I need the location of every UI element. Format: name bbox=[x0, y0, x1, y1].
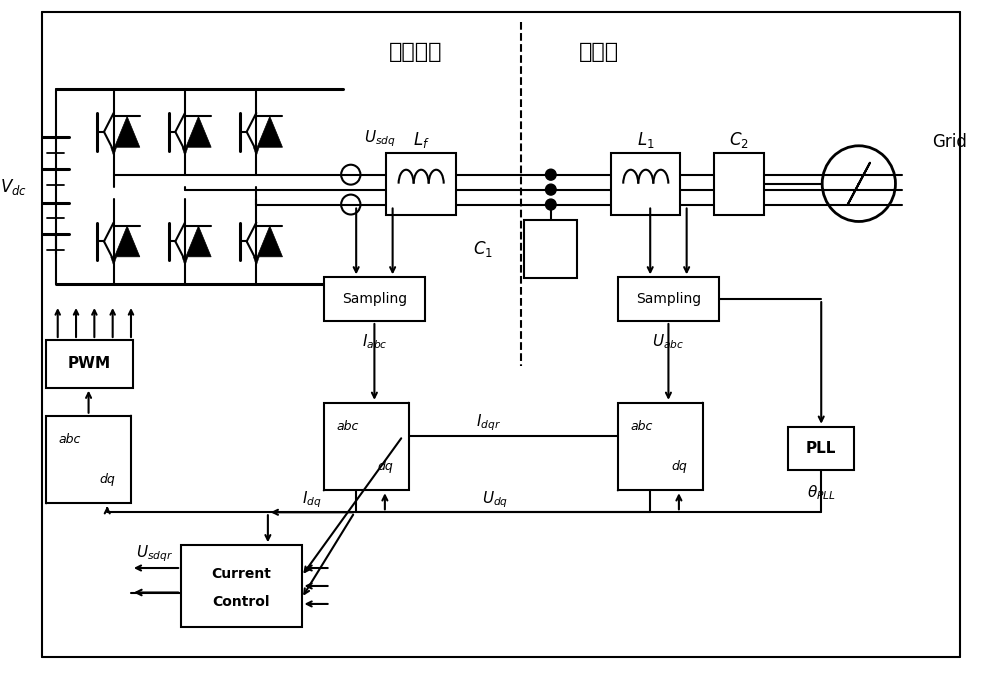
Text: 逆变器侧: 逆变器侧 bbox=[389, 42, 442, 62]
Bar bbox=[324, 277, 425, 321]
Text: dq: dq bbox=[671, 460, 687, 473]
Bar bbox=[611, 153, 680, 214]
Polygon shape bbox=[114, 116, 140, 147]
Text: $L_{f}$: $L_{f}$ bbox=[413, 130, 430, 150]
Text: dq: dq bbox=[99, 473, 115, 486]
Text: Sampling: Sampling bbox=[636, 292, 701, 306]
Text: $U_{dq}$: $U_{dq}$ bbox=[482, 489, 508, 510]
Text: abc: abc bbox=[630, 420, 653, 433]
Polygon shape bbox=[186, 226, 211, 257]
Circle shape bbox=[546, 199, 556, 210]
Polygon shape bbox=[111, 257, 117, 266]
Text: dq: dq bbox=[377, 460, 393, 473]
Polygon shape bbox=[257, 116, 282, 147]
Polygon shape bbox=[182, 257, 188, 266]
Text: $U_{sdqr}$: $U_{sdqr}$ bbox=[136, 544, 173, 564]
Text: $L_{1}$: $L_{1}$ bbox=[637, 130, 655, 150]
Text: $C_{2}$: $C_{2}$ bbox=[729, 130, 749, 150]
Text: $U_{abc}$: $U_{abc}$ bbox=[652, 333, 685, 352]
Bar bbox=[618, 277, 719, 321]
Text: abc: abc bbox=[59, 433, 81, 446]
Text: $I_{dq}$: $I_{dq}$ bbox=[302, 489, 322, 510]
Polygon shape bbox=[253, 147, 259, 156]
Text: $C_{1}$: $C_{1}$ bbox=[473, 239, 493, 260]
Polygon shape bbox=[114, 226, 140, 257]
Text: $U_{sdq}$: $U_{sdq}$ bbox=[364, 128, 396, 149]
Text: $I_{dqr}$: $I_{dqr}$ bbox=[476, 413, 501, 433]
Text: abc: abc bbox=[336, 420, 359, 433]
Bar bbox=[788, 427, 854, 470]
Bar bbox=[524, 220, 577, 279]
Polygon shape bbox=[253, 257, 259, 266]
Bar bbox=[181, 545, 302, 627]
Text: Sampling: Sampling bbox=[342, 292, 407, 306]
Polygon shape bbox=[182, 147, 188, 156]
Text: 电网侧: 电网侧 bbox=[578, 42, 619, 62]
Bar bbox=[714, 153, 764, 214]
Bar bbox=[46, 340, 133, 388]
Text: $\theta_{PLL}$: $\theta_{PLL}$ bbox=[807, 483, 836, 502]
Polygon shape bbox=[257, 226, 282, 257]
Polygon shape bbox=[186, 116, 211, 147]
Bar bbox=[324, 403, 409, 490]
Text: Current: Current bbox=[211, 566, 271, 581]
Bar bbox=[46, 416, 131, 504]
Text: PWM: PWM bbox=[68, 356, 111, 371]
Bar bbox=[386, 153, 456, 214]
Text: PLL: PLL bbox=[806, 441, 836, 456]
Text: Grid: Grid bbox=[932, 132, 967, 151]
Text: $I_{abc}$: $I_{abc}$ bbox=[362, 333, 387, 352]
Bar bbox=[618, 403, 703, 490]
Text: $V_{dc}$: $V_{dc}$ bbox=[0, 176, 27, 197]
Text: Control: Control bbox=[213, 596, 270, 609]
Circle shape bbox=[546, 169, 556, 180]
Circle shape bbox=[546, 184, 556, 195]
Polygon shape bbox=[111, 147, 117, 156]
